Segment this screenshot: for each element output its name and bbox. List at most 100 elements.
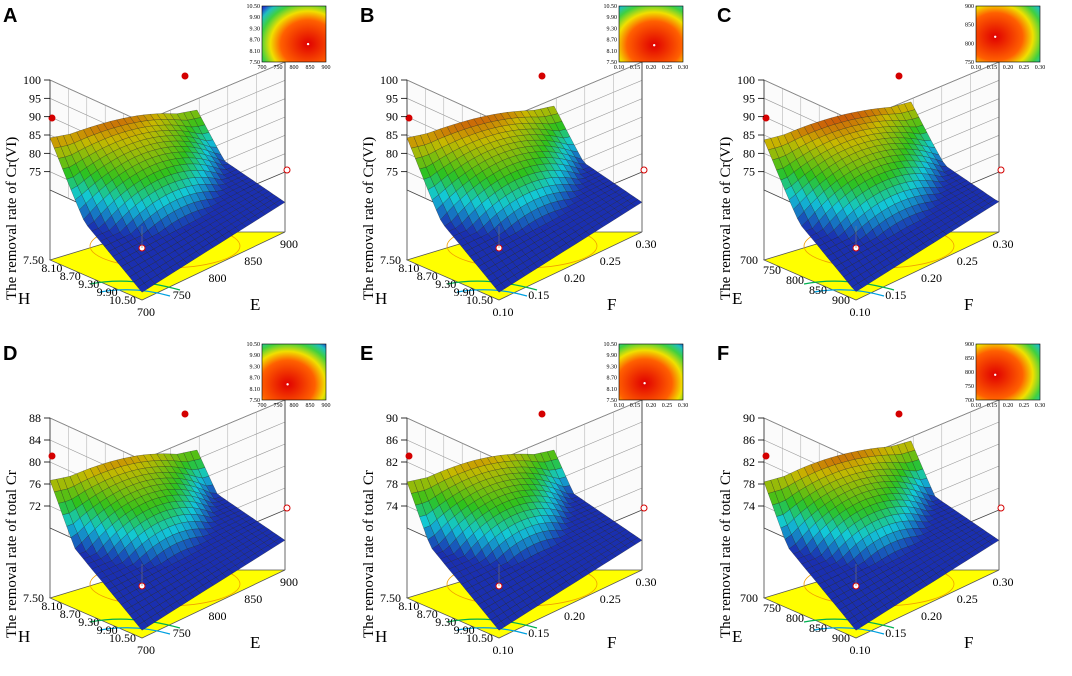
y-axis-name: F xyxy=(607,295,616,314)
inset-x-tick: 800 xyxy=(290,403,299,409)
inset-y-tick: 850 xyxy=(965,356,974,362)
design-point xyxy=(48,452,56,460)
inset-y-tick: 8.70 xyxy=(250,38,261,44)
x-tick-label: 8.70 xyxy=(417,269,438,283)
design-point xyxy=(405,114,413,122)
floor-contour xyxy=(446,618,538,629)
response-surface xyxy=(763,101,1000,292)
x-tick-label: 10.50 xyxy=(466,293,493,307)
x-tick-label: 9.30 xyxy=(78,615,99,629)
inset-optimum-point xyxy=(306,42,310,46)
floor-contour xyxy=(813,289,885,297)
x-tick-label: 8.70 xyxy=(60,607,81,621)
x-tick-label: 9.30 xyxy=(435,615,456,629)
x-tick-label: 900 xyxy=(832,631,850,645)
inset-x-tick: 800 xyxy=(290,65,299,71)
z-tick-label: 82 xyxy=(743,455,755,469)
z-axis-title: The removal rate of Cr(VI) xyxy=(361,137,377,300)
y-tick-label: 800 xyxy=(209,271,227,285)
panel-d: D 88 84 80 76 72 The removal rate of total Cr 7… xyxy=(0,338,357,676)
inset-x-tick: 750 xyxy=(274,65,283,71)
inset-heatmap xyxy=(618,5,684,63)
y-axis-name: F xyxy=(964,295,973,314)
inset-x-tick: 900 xyxy=(322,403,331,409)
inset-x-tick: 0.30 xyxy=(678,403,689,409)
floor-contour xyxy=(89,280,181,291)
inset-y-tick: 10.50 xyxy=(604,342,618,348)
surface-chart-a: A 100 95 90 85 80 75 The removal rate of Cr(VI)… xyxy=(3,4,331,319)
inset-optimum-point xyxy=(643,382,646,385)
design-point xyxy=(762,114,770,122)
panel-label: A xyxy=(3,5,17,27)
x-tick-label: 8.70 xyxy=(417,607,438,621)
x-tick-label: 750 xyxy=(763,601,781,615)
x-axis-name: E xyxy=(732,289,742,308)
inset-x-tick: 0.20 xyxy=(646,403,657,409)
design-point xyxy=(48,114,56,122)
z-axis-title: The removal rate of Cr(VI) xyxy=(4,137,20,300)
inset-x-tick: 0.20 xyxy=(1003,403,1014,409)
y-tick-label: 0.25 xyxy=(957,592,978,606)
inset-heatmap xyxy=(618,343,684,401)
inset-x-tick: 900 xyxy=(322,65,331,71)
design-point xyxy=(538,410,546,418)
y-tick-label: 0.15 xyxy=(885,626,906,640)
inset-y-tick: 750 xyxy=(965,60,974,66)
x-tick-label: 9.90 xyxy=(97,623,118,637)
z-tick-label: 75 xyxy=(386,165,398,179)
x-tick-label: 7.50 xyxy=(380,591,401,605)
inset-x-tick: 0.20 xyxy=(646,65,657,71)
inset-y-tick: 700 xyxy=(965,398,974,404)
y-tick-label: 0.25 xyxy=(600,592,621,606)
inset-optimum-point xyxy=(286,383,289,386)
x-tick-label: 7.50 xyxy=(23,591,44,605)
panel-label: F xyxy=(717,343,729,365)
z-tick-label: 100 xyxy=(380,73,398,87)
floor-contour xyxy=(813,627,885,635)
x-tick-label: 9.90 xyxy=(97,285,118,299)
inset-optimum-point xyxy=(994,35,997,38)
inset-y-tick: 9.30 xyxy=(607,26,618,32)
inset-x-tick: 0.20 xyxy=(1003,65,1014,71)
z-tick-label: 100 xyxy=(737,73,755,87)
y-tick-label: 0.30 xyxy=(636,237,657,251)
x-tick-label: 850 xyxy=(809,621,827,635)
inset-y-tick: 750 xyxy=(965,384,974,390)
design-point xyxy=(895,72,903,80)
z-tick-label: 75 xyxy=(29,165,41,179)
x-axis-name: H xyxy=(18,289,30,308)
inset-y-tick: 8.10 xyxy=(607,387,618,393)
z-tick-label: 82 xyxy=(386,455,398,469)
x-tick-label: 8.10 xyxy=(398,599,419,613)
y-tick-label: 0.20 xyxy=(564,609,585,623)
inset-heatmap xyxy=(261,5,327,63)
inset-y-tick: 9.30 xyxy=(250,364,261,370)
y-tick-label: 900 xyxy=(280,237,298,251)
x-tick-label: 850 xyxy=(809,283,827,297)
inset-y-tick: 10.50 xyxy=(247,342,261,348)
panel-label: D xyxy=(3,343,17,365)
y-tick-label: 0.10 xyxy=(493,643,514,657)
response-surface xyxy=(49,449,286,631)
surface-chart-c: C 100 95 90 85 80 75 The removal rate of Cr(VI)… xyxy=(717,4,1045,319)
inset-y-tick: 9.90 xyxy=(607,15,618,21)
x-tick-label: 10.50 xyxy=(109,631,136,645)
x-tick-label: 700 xyxy=(740,591,758,605)
y-tick-label: 700 xyxy=(137,643,155,657)
inset-x-tick: 0.15 xyxy=(630,65,641,71)
inset-y-tick: 8.70 xyxy=(607,38,618,44)
panel-e: E 90 86 82 78 74 The removal rate of total Cr 7… xyxy=(357,338,714,676)
panel-label: E xyxy=(360,343,373,365)
design-point xyxy=(997,504,1005,512)
surface-chart-b: B 100 95 90 85 80 75 The removal rate of Cr(VI)… xyxy=(360,4,688,319)
x-tick-label: 900 xyxy=(832,293,850,307)
y-tick-label: 0.20 xyxy=(921,271,942,285)
x-tick-label: 800 xyxy=(786,611,804,625)
x-tick-label: 9.30 xyxy=(435,277,456,291)
z-tick-label: 74 xyxy=(386,499,398,513)
inset-y-tick: 8.70 xyxy=(250,376,261,382)
inset-y-tick: 800 xyxy=(965,41,974,47)
y-axis-name: E xyxy=(250,633,260,652)
y-tick-label: 900 xyxy=(280,575,298,589)
